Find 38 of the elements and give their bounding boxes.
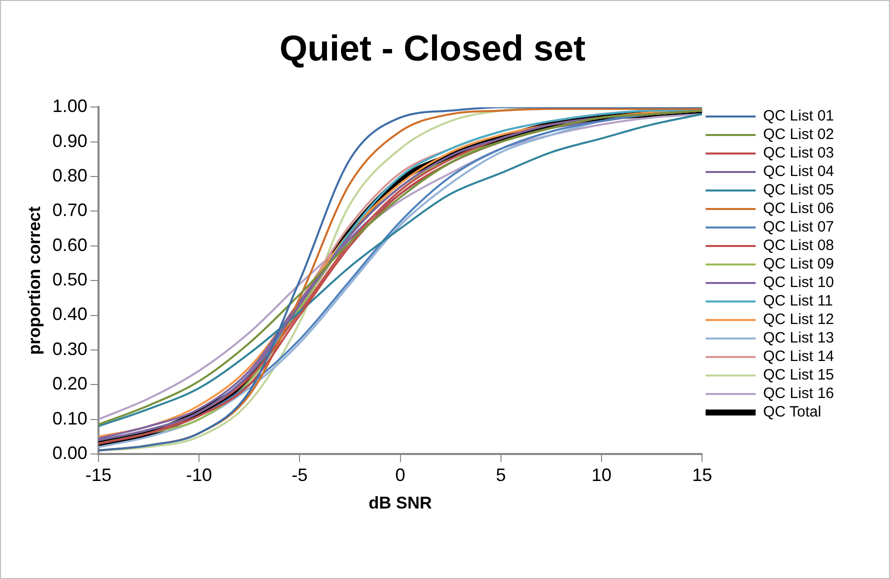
x-tick-label: 0	[395, 464, 406, 485]
y-tick-label: 0.10	[52, 408, 88, 428]
x-tick-label: -5	[292, 464, 308, 485]
y-tick-label: 0.60	[52, 234, 88, 255]
y-tick-label: 0.30	[52, 338, 88, 359]
legend-label: QC List 02	[763, 126, 834, 144]
legend-label: QC List 07	[763, 218, 834, 236]
x-tick-label: 5	[496, 464, 506, 485]
legend-label: QC List 16	[763, 385, 834, 402]
legend-label: QC List 08	[763, 237, 834, 254]
legend-label: QC List 05	[763, 182, 834, 199]
y-tick-label: 0.80	[52, 166, 88, 186]
legend-label: QC List 12	[763, 311, 834, 328]
y-tick-label: 0.20	[52, 374, 88, 394]
y-tick-label: 0.40	[52, 304, 88, 324]
legend-label: QC List 01	[763, 108, 834, 125]
y-tick-label: 0.00	[52, 442, 88, 463]
legend-label: QC List 10	[763, 274, 834, 292]
chart-title: Quiet - Closed set	[279, 28, 586, 69]
x-tick-label: 10	[592, 464, 612, 485]
legend-label: QC List 15	[763, 366, 834, 384]
legend-label: QC List 06	[763, 200, 834, 218]
y-tick-label: 1.00	[52, 96, 88, 116]
legend-label: QC Total	[763, 404, 822, 421]
y-axis-title: proportion correct	[24, 206, 44, 355]
y-tick-label: 0.70	[52, 200, 88, 220]
legend-label: QC List 04	[763, 163, 834, 180]
legend-label: QC List 11	[763, 292, 833, 310]
x-tick-label: 15	[692, 464, 712, 485]
y-tick-label: 0.50	[52, 270, 88, 290]
legend-label: QC List 13	[763, 330, 834, 347]
x-tick-label: -15	[85, 464, 112, 485]
x-axis-title: dB SNR	[368, 493, 432, 512]
legend-label: QC List 09	[763, 256, 834, 273]
y-tick-label: 0.90	[52, 130, 88, 151]
legend-label: QC List 03	[763, 144, 834, 162]
legend-label: QC List 14	[763, 348, 834, 366]
x-tick-label: -10	[186, 464, 212, 485]
